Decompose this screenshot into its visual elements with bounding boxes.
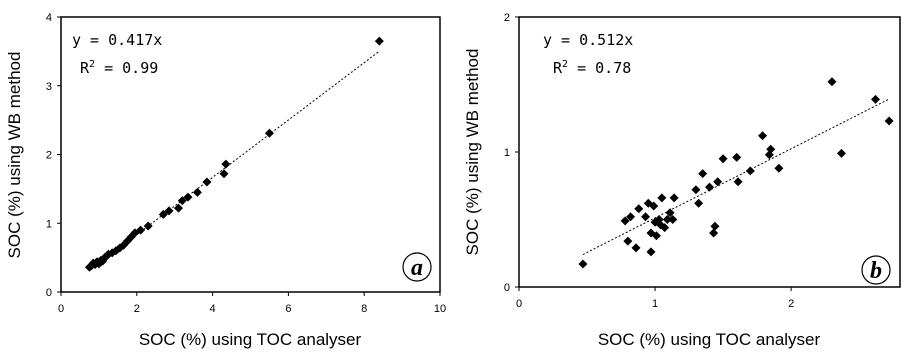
data-point (578, 259, 588, 269)
r-squared-prefix: R (553, 59, 563, 77)
r-squared-prefix: R (80, 59, 90, 77)
y-tick-label: 4 (46, 12, 52, 24)
data-point (884, 116, 894, 126)
data-point (143, 221, 153, 231)
trendline (582, 98, 890, 255)
panel-badge (402, 252, 432, 282)
y-axis-label: SOC (%) using WB method (5, 52, 24, 259)
data-point (620, 216, 630, 226)
x-tick-label: 2 (134, 303, 140, 315)
data-point (774, 163, 784, 173)
data-point (626, 212, 636, 222)
x-tick-label: 1 (652, 298, 658, 310)
x-tick-label: 6 (285, 303, 291, 315)
r-squared: R2 = 0.99 (80, 59, 158, 77)
regression-equation: y = 0.417x (72, 31, 162, 49)
data-point (668, 215, 678, 224)
data-point (691, 185, 701, 195)
data-point (694, 198, 704, 208)
y-tick-label: 3 (46, 81, 52, 93)
r-squared-superscript: 2 (562, 59, 568, 70)
y-tick-label: 1 (46, 218, 52, 230)
data-point (264, 128, 274, 138)
data-point (192, 187, 202, 197)
data-point (732, 152, 742, 162)
data-point (657, 193, 667, 203)
data-point (649, 201, 659, 211)
data-point (713, 177, 723, 187)
data-point (136, 225, 146, 235)
panel-label: a (411, 255, 423, 281)
r-squared-value: = 0.99 (95, 59, 158, 77)
data-point (660, 223, 670, 233)
y-tick-label: 0 (504, 282, 510, 294)
data-point (836, 148, 846, 158)
x-tick-label: 8 (361, 303, 367, 315)
x-axis-label: SOC (%) using TOC analyser (598, 330, 821, 349)
y-tick-label: 2 (46, 150, 52, 162)
x-tick-label: 4 (210, 303, 216, 315)
data-point (718, 154, 728, 164)
y-axis-label: SOC (%) using WB method (463, 49, 482, 256)
data-point (745, 166, 755, 176)
x-tick-label: 0 (516, 298, 522, 310)
data-point (871, 94, 881, 104)
x-tick-label: 0 (58, 303, 64, 315)
data-point (758, 131, 768, 141)
data-point (651, 231, 661, 241)
data-point (827, 77, 837, 87)
data-point (623, 236, 633, 246)
data-point (173, 203, 183, 213)
chart-panel-b: 0 1 2 0 1 2 SOC (%) using TOC analyser SOC (%) … (463, 12, 901, 349)
data-point (669, 193, 679, 203)
r-squared: R2 = 0.78 (553, 59, 631, 77)
data-point (698, 169, 708, 179)
x-axis-label: SOC (%) using TOC analyser (139, 330, 362, 349)
data-point (221, 159, 231, 169)
chart-panel-a: 0 2 4 6 8 10 0 1 2 3 4 SOC (%) using TOC analyser SO… (5, 12, 446, 349)
data-point (158, 209, 168, 219)
r-squared-value: = 0.78 (568, 59, 631, 77)
data-point (219, 169, 229, 179)
panel-label: b (870, 258, 882, 284)
data-point (710, 221, 720, 231)
data-point (733, 177, 743, 187)
y-tick-label: 2 (504, 12, 510, 24)
data-point (705, 182, 714, 192)
data-point (631, 243, 641, 253)
data-point (202, 177, 212, 187)
data-point (177, 196, 187, 206)
y-tick-label: 1 (504, 147, 510, 159)
data-point (641, 212, 651, 222)
data-point (665, 208, 675, 218)
data-point (634, 204, 644, 214)
data-point (709, 228, 719, 238)
data-point (183, 192, 193, 202)
x-tick-label: 2 (788, 298, 794, 310)
data-point (164, 206, 174, 216)
r-squared-superscript: 2 (89, 59, 95, 70)
panel-badge (861, 255, 891, 285)
y-tick-label: 0 (46, 287, 52, 299)
data-point (662, 215, 672, 224)
data-point (646, 247, 656, 257)
x-tick-label: 10 (434, 303, 446, 315)
regression-equation: y = 0.512x (543, 31, 633, 49)
data-point (374, 36, 384, 46)
data-point (766, 144, 776, 154)
